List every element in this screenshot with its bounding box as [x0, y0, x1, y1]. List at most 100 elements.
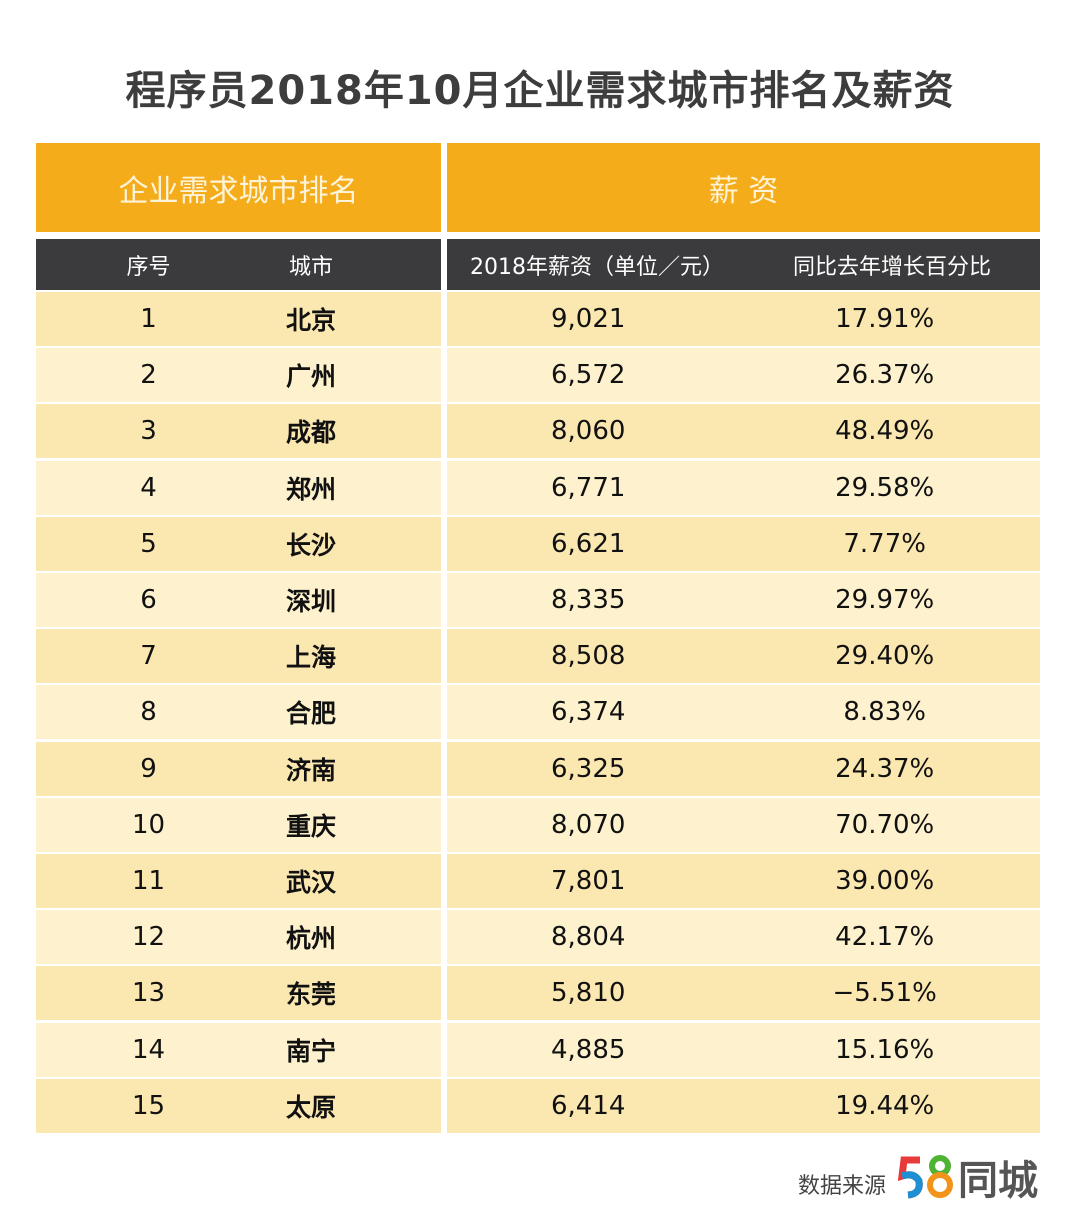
salary-cell: 9,021 [550, 304, 626, 334]
table-row: 1 北京 [36, 292, 441, 346]
rank-cell: 1 [140, 304, 157, 334]
rank-cell: 12 [131, 922, 166, 953]
logo-name: 同城 [958, 1158, 1038, 1204]
table-row: 8 合肥 [36, 685, 441, 740]
table-row-salary: 6,414 19.44% [447, 1078, 1040, 1133]
table-row: 3 成都 [36, 404, 441, 459]
group-header-salary: 薪 资 [447, 143, 1040, 232]
group-header-ranking: 企业需求城市排名 [36, 143, 441, 232]
city-cell: 杭州 [285, 924, 336, 954]
rank-cell: 2 [140, 360, 157, 391]
city-cell: 长沙 [285, 530, 336, 560]
salary-cell: 8,070 [550, 809, 626, 840]
table-row: 4 郑州 [36, 460, 441, 515]
column-header-left: 序号 城市 [36, 239, 441, 290]
growth-cell: 8.83% [843, 697, 926, 728]
salary-cell: 8,804 [550, 922, 626, 953]
city-cell: 东莞 [285, 980, 336, 1010]
table-row: 9 济南 [36, 741, 441, 796]
growth-cell: −5.51% [832, 978, 937, 1009]
growth-cell: 26.37% [835, 360, 935, 391]
city-cell: 上海 [285, 643, 336, 673]
salary-cell: 6,414 [550, 1090, 626, 1121]
table-row-salary: 6,621 7.77% [447, 516, 1040, 571]
table-row: 2 广州 [36, 348, 441, 403]
city-cell: 广州 [285, 362, 336, 392]
table-row-salary: 6,374 8.83% [447, 685, 1040, 740]
column-header-right: 2018年薪资（单位／元） 同比去年增长百分比 [447, 239, 1040, 290]
salary-cell: 6,621 [550, 528, 626, 559]
growth-cell: 42.17% [835, 922, 935, 953]
city-cell: 深圳 [285, 587, 336, 616]
salary-cell: 6,771 [550, 472, 626, 503]
rank-cell: 3 [140, 416, 157, 447]
city-cell: 济南 [285, 755, 336, 785]
growth-cell: 29.97% [835, 585, 935, 615]
growth-cell: 29.58% [835, 472, 935, 503]
city-cell: 太原 [285, 1092, 336, 1122]
growth-cell: 39.00% [835, 866, 935, 896]
growth-cell: 15.16% [835, 1034, 935, 1065]
table-row: 13 东莞 [36, 966, 441, 1021]
table-row-salary: 5,810 −5.51% [447, 966, 1040, 1021]
page-title: 程序员2018年10月企业需求城市排名及薪资 [125, 68, 955, 114]
table-row-salary: 4,885 15.16% [447, 1022, 1040, 1077]
table-row-salary: 8,335 29.97% [447, 573, 1040, 627]
city-cell: 郑州 [285, 474, 336, 504]
salary-cell: 4,885 [550, 1034, 626, 1065]
table-row: 10 重庆 [36, 797, 441, 852]
salary-cell: 8,508 [550, 641, 626, 672]
table-row: 6 深圳 [36, 573, 441, 627]
rank-cell: 9 [140, 753, 157, 784]
rank-cell: 14 [131, 1034, 166, 1065]
rank-cell: 13 [131, 978, 166, 1009]
growth-cell: 24.37% [835, 753, 935, 784]
table-row-salary: 6,325 24.37% [447, 741, 1040, 796]
salary-cell: 7,801 [550, 866, 626, 896]
table-row: 12 杭州 [36, 910, 441, 965]
city-cell: 南宁 [285, 1036, 336, 1066]
salary-cell: 6,325 [550, 753, 626, 784]
rank-cell: 8 [140, 697, 157, 728]
col-rank: 序号 [126, 254, 171, 280]
city-cell: 武汉 [285, 868, 336, 897]
table-row-salary: 7,801 39.00% [447, 854, 1040, 908]
rank-cell: 4 [140, 472, 157, 503]
table-row-salary: 8,508 29.40% [447, 629, 1040, 684]
table-row-salary: 8,070 70.70% [447, 797, 1040, 852]
salary-cell: 5,810 [550, 978, 626, 1009]
city-cell: 成都 [285, 418, 336, 448]
growth-cell: 7.77% [843, 528, 926, 559]
table-row-salary: 6,572 26.37% [447, 348, 1040, 403]
city-cell: 重庆 [285, 811, 336, 841]
city-cell: 合肥 [285, 699, 336, 729]
salary-cell: 8,060 [550, 416, 626, 447]
table-row: 15 太原 [36, 1078, 441, 1133]
city-cell: 北京 [285, 306, 336, 335]
rank-cell: 10 [131, 809, 166, 840]
table-row: 5 长沙 [36, 516, 441, 571]
rank-cell: 7 [140, 641, 157, 672]
growth-cell: 70.70% [835, 809, 935, 840]
col-growth: 同比去年增长百分比 [792, 254, 991, 280]
col-salary: 2018年薪资（单位／元） [470, 254, 724, 280]
58-tongcheng-logo: 同城 [898, 1148, 1038, 1206]
table-row-salary: 8,060 48.49% [447, 404, 1040, 459]
table-row-salary: 8,804 42.17% [447, 910, 1040, 965]
table-row: 11 武汉 [36, 854, 441, 908]
growth-cell: 48.49% [835, 416, 935, 447]
salary-cell: 6,572 [550, 360, 626, 391]
table-row-salary: 9,021 17.91% [447, 292, 1040, 346]
table-row-salary: 6,771 29.58% [447, 460, 1040, 515]
salary-cell: 6,374 [550, 697, 626, 728]
rank-cell: 6 [140, 585, 157, 615]
rank-cell: 15 [131, 1090, 166, 1121]
growth-cell: 19.44% [835, 1090, 935, 1121]
growth-cell: 29.40% [835, 641, 935, 672]
table-row: 7 上海 [36, 629, 441, 684]
table-row: 14 南宁 [36, 1022, 441, 1077]
rank-cell: 11 [131, 866, 166, 896]
salary-cell: 8,335 [550, 585, 626, 615]
rank-cell: 5 [140, 528, 157, 559]
source-label: 数据来源 [798, 1174, 887, 1199]
